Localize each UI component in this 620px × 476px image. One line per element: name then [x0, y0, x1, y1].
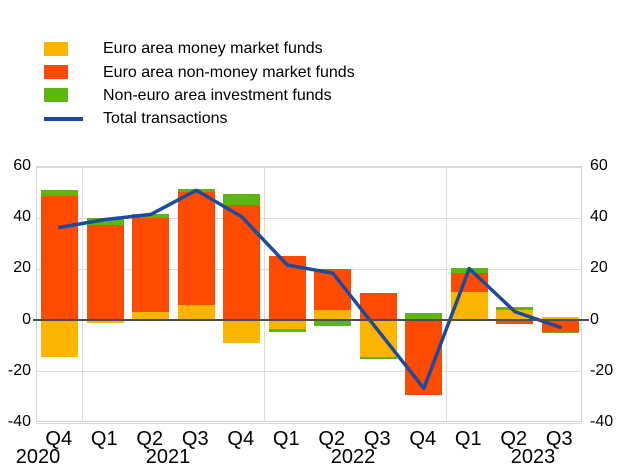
legend-item: Total transactions — [44, 107, 355, 130]
gridline-horizontal — [37, 217, 581, 219]
x-axis-quarter-label: Q2 — [318, 428, 346, 450]
legend-line-swatch-icon — [44, 117, 83, 121]
x-axis-year-label: 2020 — [15, 446, 61, 468]
bar-segment — [405, 312, 443, 321]
bar-segment — [177, 304, 215, 321]
x-axis-year-label: 2022 — [330, 446, 376, 468]
legend-color-swatch-icon — [44, 65, 68, 80]
bar-segment — [314, 309, 352, 321]
y-axis-tick-label-left: 60 — [13, 157, 31, 174]
bar-segment — [496, 306, 534, 310]
bar-segment — [359, 320, 397, 358]
y-axis-tick-label-left: 0 — [22, 310, 31, 328]
gridline-horizontal — [37, 166, 581, 168]
bar-segment — [496, 309, 534, 321]
gridline-horizontal — [37, 422, 581, 424]
x-axis-quarter-label: Q1 — [272, 428, 300, 450]
bar-segment — [223, 320, 261, 344]
bar-segment — [314, 320, 352, 326]
legend-color-swatch-icon — [44, 41, 68, 56]
x-axis-quarter-label: Q3 — [181, 428, 209, 450]
gridline-year-boundary — [82, 167, 83, 421]
y-axis-tick-label-right: -20 — [590, 361, 614, 379]
y-axis-tick-label-right: 20 — [590, 259, 608, 277]
bar-segment — [41, 196, 79, 321]
bar-segment — [496, 320, 534, 325]
legend-label: Euro area money market funds — [103, 40, 323, 58]
x-axis-quarter-label: Q4 — [227, 428, 255, 450]
legend-item: Non-euro area investment funds — [44, 84, 355, 107]
legend-label: Non-euro area investment funds — [103, 86, 332, 104]
y-axis-tick-label-left: -40 — [7, 413, 31, 430]
gridline-year-boundary — [446, 167, 447, 421]
y-axis-tick-label-left: -20 — [7, 361, 31, 379]
x-axis-quarter-label: Q3 — [545, 428, 573, 450]
bar-segment — [268, 329, 306, 332]
y-axis-tick-label-right: 40 — [590, 208, 608, 226]
x-axis-quarter-label: Q4 — [409, 428, 437, 450]
bar-segment — [86, 224, 124, 321]
bar-segment — [132, 217, 170, 313]
zero-axis-line — [33, 318, 589, 321]
y-axis-tick-label-right: 60 — [590, 157, 608, 174]
total-transactions-line — [58, 188, 563, 391]
gridline-year-boundary — [264, 167, 265, 421]
legend-label: Euro area non-money market funds — [103, 63, 355, 81]
bar-segment — [41, 190, 79, 197]
gridline-horizontal — [37, 371, 581, 373]
chart-legend: Euro area money market funds Euro area no… — [44, 37, 355, 131]
y-axis-tick-label-right: -40 — [590, 413, 614, 430]
legend-label: Total transactions — [103, 110, 228, 128]
plot-area — [36, 166, 582, 424]
y-axis-tick-label-right: 0 — [590, 310, 599, 328]
legend-item: Euro area non-money market funds — [44, 60, 355, 83]
legend-color-swatch-icon — [44, 88, 68, 103]
bar-segment — [223, 194, 261, 205]
x-axis-quarter-label: Q4 — [45, 428, 73, 450]
x-axis-quarter-label: Q1 — [90, 428, 118, 450]
y-axis-tick-label-left: 20 — [13, 259, 31, 277]
bar-segment — [541, 331, 579, 334]
x-axis-quarter-label: Q2 — [500, 428, 528, 450]
bar-segment — [177, 191, 215, 305]
bar-segment — [541, 316, 579, 321]
x-axis-quarter-label: Q3 — [363, 428, 391, 450]
bar-segment — [41, 320, 79, 358]
bar-segment — [359, 357, 397, 359]
y-axis-tick-label-left: 40 — [13, 208, 31, 226]
x-axis-quarter-label: Q2 — [136, 428, 164, 450]
bar-segment — [86, 218, 124, 225]
x-axis-quarter-label: Q1 — [454, 428, 482, 450]
bar-segment — [223, 204, 261, 321]
x-axis-year-label: 2021 — [145, 446, 191, 468]
legend-item: Euro area money market funds — [44, 37, 355, 60]
x-axis-year-label: 2023 — [510, 446, 556, 468]
bar-segment — [132, 312, 170, 321]
bar-segment — [268, 320, 306, 330]
bar-segment — [86, 320, 124, 324]
